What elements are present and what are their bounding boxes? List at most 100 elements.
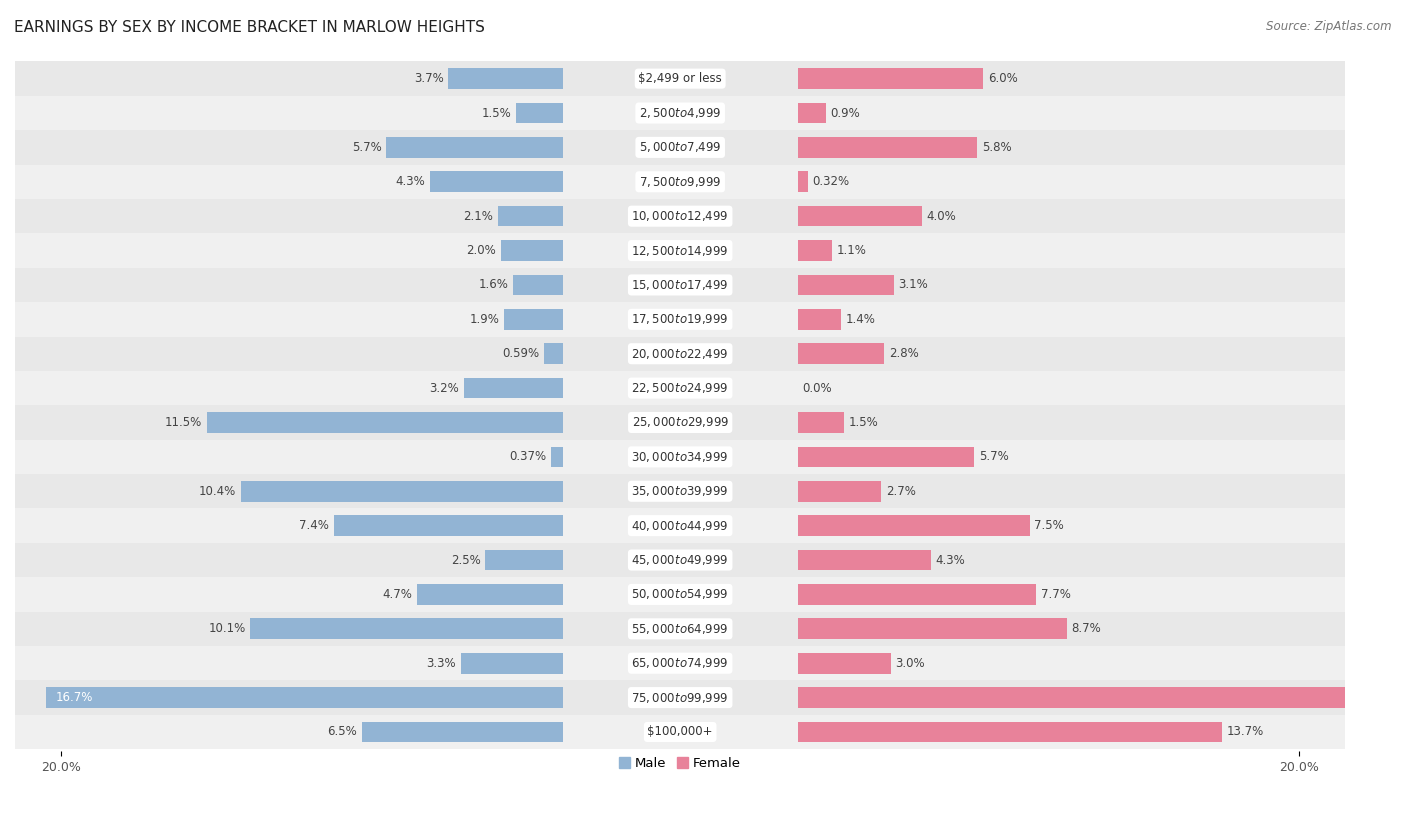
Text: 5.7%: 5.7% [352,141,381,154]
Text: $35,000 to $39,999: $35,000 to $39,999 [631,485,728,498]
Bar [516,102,562,124]
Bar [0,577,1406,611]
Text: 0.32%: 0.32% [813,176,849,189]
Bar [797,343,884,364]
Bar [0,543,1406,577]
Text: 4.0%: 4.0% [927,210,956,223]
Text: 5.8%: 5.8% [981,141,1011,154]
Bar [797,619,1067,639]
Bar [797,137,977,158]
Bar [0,440,1406,474]
Bar [797,722,1222,742]
Text: $65,000 to $74,999: $65,000 to $74,999 [631,656,728,670]
Bar [0,96,1406,130]
Text: 1.1%: 1.1% [837,244,866,257]
Bar [797,653,890,673]
Text: $75,000 to $99,999: $75,000 to $99,999 [631,690,728,705]
Text: 8.7%: 8.7% [1071,622,1101,635]
Bar [498,206,562,227]
Text: 1.9%: 1.9% [470,313,499,326]
Text: 16.7%: 16.7% [55,691,93,704]
Bar [0,164,1406,199]
Text: 1.4%: 1.4% [846,313,876,326]
Text: $30,000 to $34,999: $30,000 to $34,999 [631,450,728,464]
Text: 0.0%: 0.0% [803,381,832,394]
Bar [0,646,1406,680]
Bar [797,550,931,571]
Text: 11.5%: 11.5% [165,416,202,429]
Bar [0,680,1406,715]
Text: 2.8%: 2.8% [889,347,918,360]
Bar [0,233,1406,267]
Text: 3.1%: 3.1% [898,278,928,291]
Bar [449,68,562,89]
Bar [513,275,562,295]
Bar [361,722,562,742]
Text: 7.7%: 7.7% [1040,588,1070,601]
Bar [503,309,562,329]
Text: $25,000 to $29,999: $25,000 to $29,999 [631,415,728,429]
Bar [461,653,562,673]
Bar [430,172,562,192]
Bar [797,412,844,433]
Text: $100,000+: $100,000+ [647,725,713,738]
Text: $2,500 to $4,999: $2,500 to $4,999 [638,106,721,120]
Bar [0,371,1406,406]
Bar [797,206,921,227]
Text: $17,500 to $19,999: $17,500 to $19,999 [631,312,728,326]
Text: $10,000 to $12,499: $10,000 to $12,499 [631,209,728,224]
Text: 2.1%: 2.1% [463,210,494,223]
Text: $5,000 to $7,499: $5,000 to $7,499 [638,141,721,154]
Bar [797,172,807,192]
Bar [797,481,882,502]
Text: $2,499 or less: $2,499 or less [638,72,723,85]
Text: 2.7%: 2.7% [886,485,915,498]
Text: 10.1%: 10.1% [208,622,246,635]
Text: 0.37%: 0.37% [509,450,547,463]
Text: 1.5%: 1.5% [849,416,879,429]
Text: 7.5%: 7.5% [1035,520,1064,533]
Text: 3.3%: 3.3% [426,657,456,670]
Bar [240,481,562,502]
Text: 4.3%: 4.3% [935,554,965,567]
Bar [0,337,1406,371]
Bar [0,302,1406,337]
Text: 0.59%: 0.59% [502,347,540,360]
Text: Source: ZipAtlas.com: Source: ZipAtlas.com [1267,20,1392,33]
Bar [0,199,1406,233]
Bar [797,275,894,295]
Text: 7.4%: 7.4% [299,520,329,533]
Bar [0,267,1406,302]
Text: EARNINGS BY SEX BY INCOME BRACKET IN MARLOW HEIGHTS: EARNINGS BY SEX BY INCOME BRACKET IN MAR… [14,20,485,35]
Text: $20,000 to $22,499: $20,000 to $22,499 [631,346,728,361]
Bar [0,406,1406,440]
Bar [0,715,1406,749]
Text: 4.7%: 4.7% [382,588,412,601]
Bar [0,508,1406,543]
Text: 6.0%: 6.0% [988,72,1018,85]
Bar [797,309,841,329]
Bar [0,130,1406,164]
Bar [46,687,562,708]
Bar [797,446,974,467]
Bar [797,687,1406,708]
Bar [0,474,1406,508]
Bar [250,619,562,639]
Text: $40,000 to $44,999: $40,000 to $44,999 [631,519,728,533]
Text: $22,500 to $24,999: $22,500 to $24,999 [631,381,728,395]
Bar [797,102,825,124]
Text: 3.2%: 3.2% [429,381,458,394]
Bar [501,241,562,261]
Text: 0.9%: 0.9% [831,107,860,120]
Bar [797,68,983,89]
Bar [551,446,562,467]
Bar [544,343,562,364]
Bar [797,241,832,261]
Text: 3.0%: 3.0% [896,657,925,670]
Text: 5.7%: 5.7% [979,450,1008,463]
Bar [387,137,562,158]
Bar [333,515,562,536]
Bar [207,412,562,433]
Text: 4.3%: 4.3% [395,176,425,189]
Text: $55,000 to $64,999: $55,000 to $64,999 [631,622,728,636]
